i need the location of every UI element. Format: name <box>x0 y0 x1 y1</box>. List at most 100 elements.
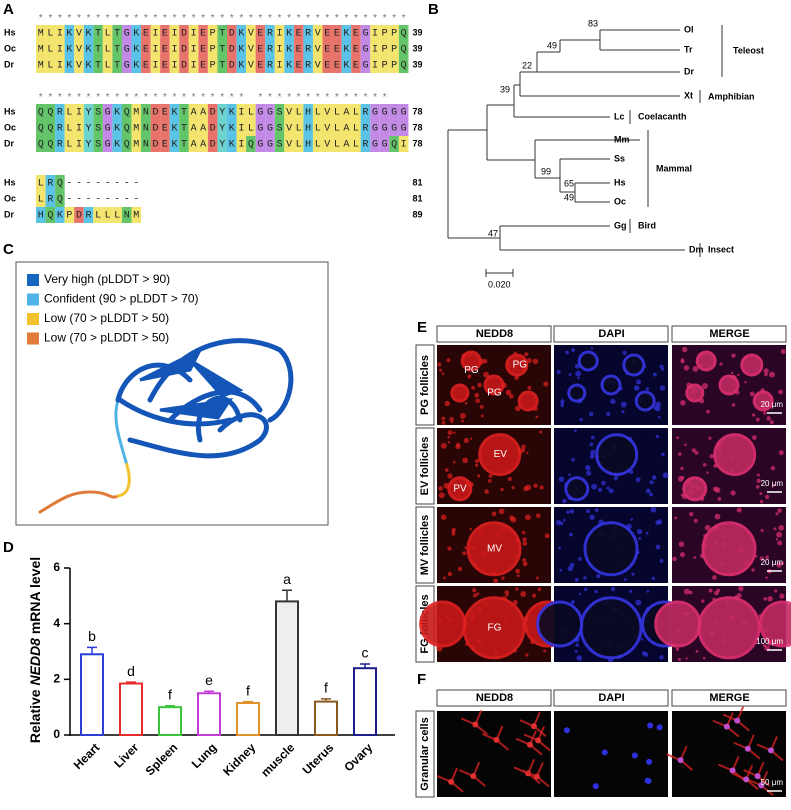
significance-letter: f <box>246 682 250 698</box>
residue: Q <box>47 140 53 151</box>
nucleus <box>446 358 451 363</box>
nucleus <box>568 373 572 377</box>
nucleus <box>532 593 537 598</box>
residue-bg <box>36 41 46 57</box>
nucleus <box>777 540 783 546</box>
nucleus <box>775 538 779 541</box>
nucleus <box>610 587 616 592</box>
residue-bg <box>255 25 266 41</box>
residue-bg <box>93 120 103 136</box>
conservation: * <box>257 93 263 105</box>
residue: L <box>353 124 359 135</box>
nucleus <box>770 465 776 471</box>
residue: - <box>105 195 111 206</box>
conservation: * <box>229 93 235 105</box>
residue: Q <box>401 29 407 40</box>
residue-bg <box>74 207 84 223</box>
residue: G <box>124 29 130 40</box>
nucleus <box>621 410 625 414</box>
residue-bg <box>121 207 132 223</box>
residue-bg <box>255 41 266 57</box>
residue: G <box>257 140 263 151</box>
residue: G <box>105 108 111 119</box>
residue-bg <box>246 41 256 57</box>
nucleus <box>539 485 544 490</box>
conservation: * <box>353 93 359 105</box>
residue-bg <box>227 25 237 41</box>
residue: L <box>315 108 321 119</box>
y-tick-label: 0 <box>53 727 60 741</box>
nucleus <box>524 352 529 357</box>
x-tick-label: Spleen <box>143 740 181 778</box>
conservation: * <box>143 14 149 26</box>
residue-bg <box>246 25 256 41</box>
residue-bg <box>64 207 75 223</box>
follicle <box>460 350 482 372</box>
residue: V <box>286 124 292 135</box>
residue: G <box>257 108 263 119</box>
residue: I <box>372 61 378 72</box>
legend-label: Very high (pLDDT > 90) <box>44 272 170 286</box>
row-label-box <box>415 427 435 505</box>
residue: V <box>248 45 254 56</box>
residue-bg <box>112 136 122 152</box>
residue-bg <box>150 57 161 73</box>
nucleus <box>640 638 644 641</box>
nucleus <box>777 508 782 513</box>
x-tick-label: Uterus <box>300 740 337 777</box>
residue-bg <box>64 57 75 73</box>
conservation: * <box>133 93 139 105</box>
nucleus <box>676 436 679 440</box>
follicle <box>718 374 740 396</box>
conservation: * <box>257 14 263 26</box>
residue-bg <box>389 41 399 57</box>
residue: E <box>296 29 302 40</box>
end-number: 78 <box>412 122 422 132</box>
residue-bg <box>398 41 409 57</box>
nucleus <box>515 568 521 574</box>
nucleus <box>657 415 661 419</box>
residue: T <box>219 61 225 72</box>
nucleus <box>730 371 734 375</box>
residue: K <box>133 61 139 72</box>
panel-label: D <box>3 539 14 556</box>
leaf-label: Dm <box>689 244 704 254</box>
residue: L <box>114 211 120 222</box>
residue: E <box>162 124 168 135</box>
residue: V <box>248 61 254 72</box>
residue: I <box>171 29 177 40</box>
nucleus <box>759 556 764 561</box>
residue: V <box>315 29 321 40</box>
nucleus <box>516 574 520 578</box>
nucleus <box>719 362 723 366</box>
scale-label: 0.020 <box>488 279 511 289</box>
residue-bg <box>312 136 323 152</box>
residue: K <box>171 124 177 135</box>
nucleus <box>680 475 685 480</box>
residue: L <box>38 179 44 190</box>
residue: K <box>66 61 72 72</box>
follicle <box>536 600 584 648</box>
nucleus <box>678 541 685 547</box>
residue-bg <box>64 104 75 120</box>
residue-bg <box>217 104 227 120</box>
follicle <box>595 433 639 477</box>
conservation: * <box>133 14 139 26</box>
residue: L <box>66 124 72 135</box>
residue-bg <box>255 120 266 136</box>
nucleus <box>511 486 515 490</box>
residue-bg <box>93 57 103 73</box>
residue: - <box>76 195 82 206</box>
follicle <box>483 374 505 396</box>
residue-bg <box>102 207 113 223</box>
conservation: * <box>210 14 216 26</box>
residue: I <box>277 61 283 72</box>
residue: A <box>200 140 206 151</box>
residue: E <box>162 140 168 151</box>
nucleus <box>702 656 706 660</box>
residue: R <box>305 29 311 40</box>
residue: I <box>191 29 197 40</box>
row-label: MV follicles <box>419 515 431 576</box>
legend-label: Confident (90 > pLDDT > 70) <box>44 292 199 306</box>
residue: V <box>315 45 321 56</box>
